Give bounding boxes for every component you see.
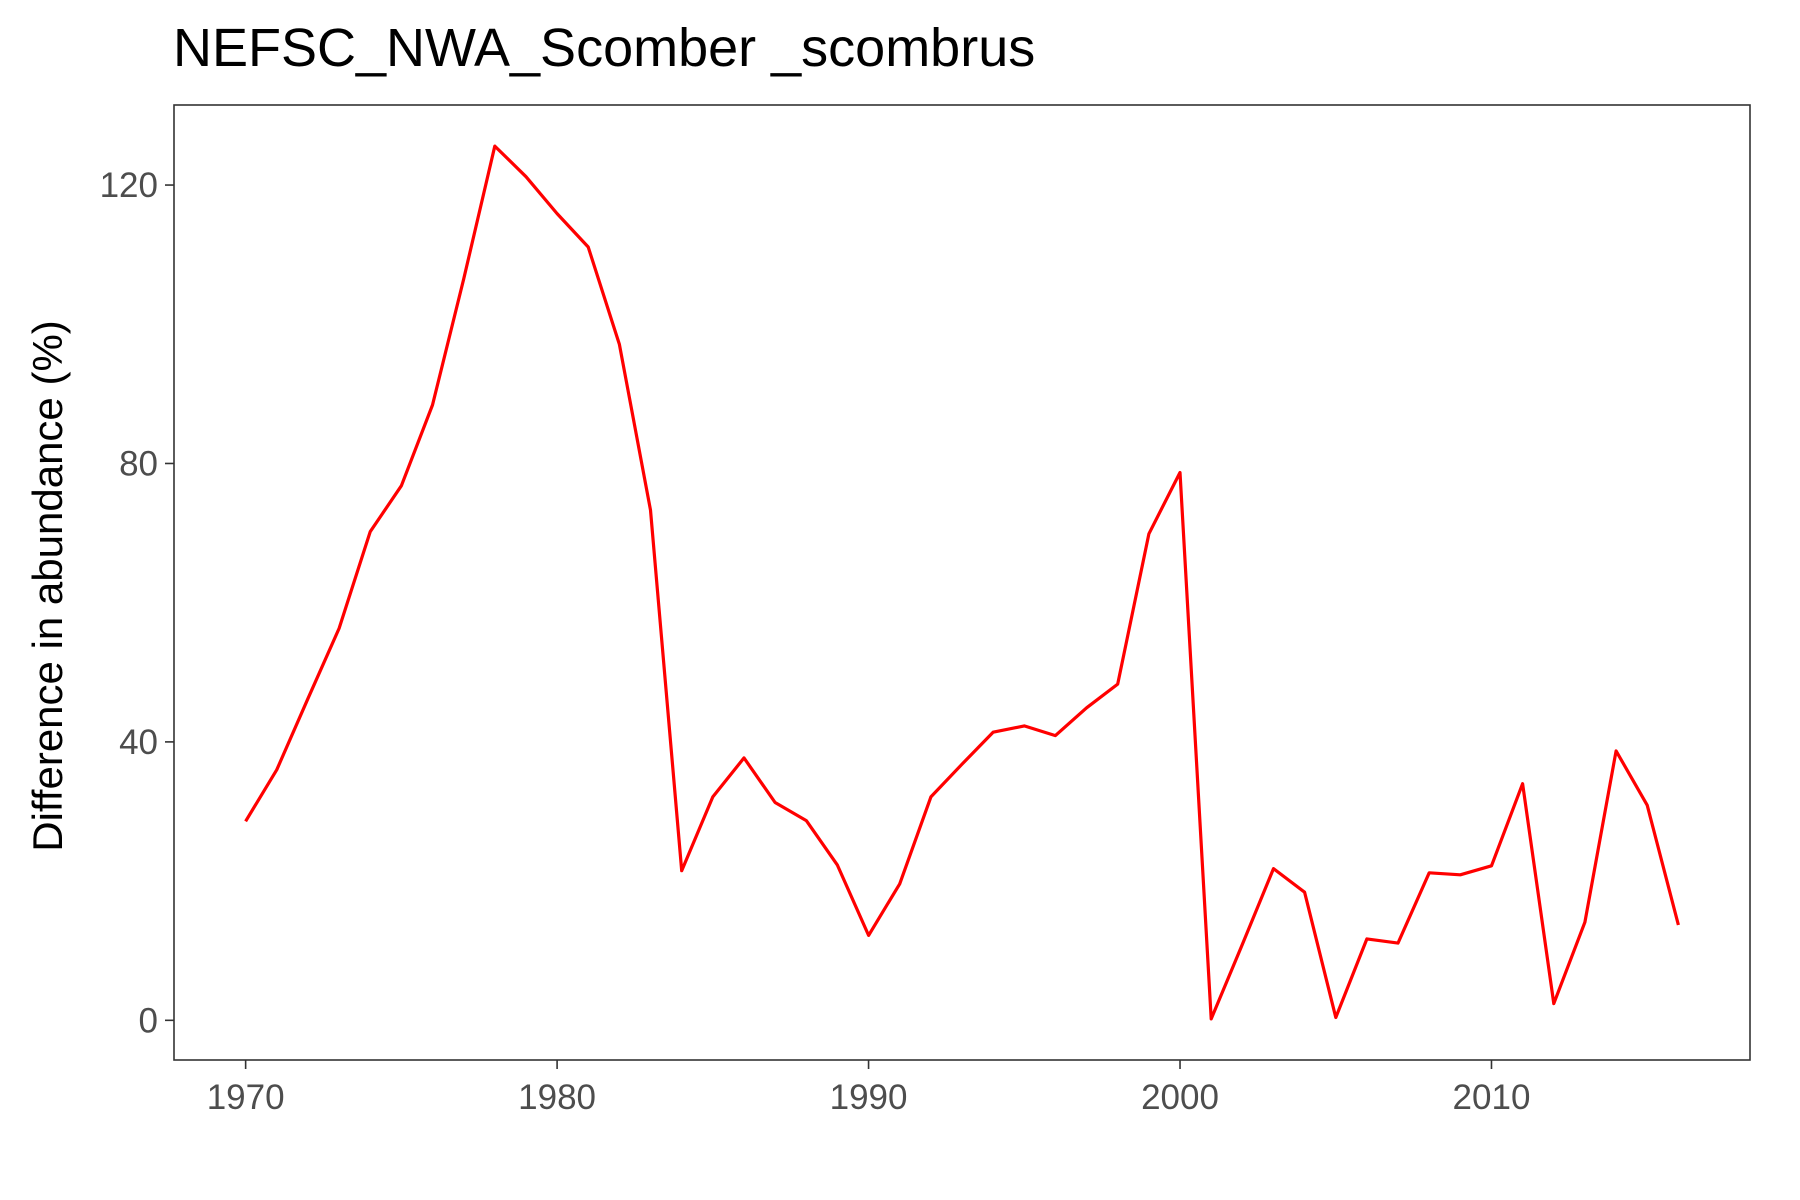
x-tick-label: 2010 [1453,1078,1531,1117]
x-tick-label: 2000 [1141,1078,1219,1117]
y-tick-label: 0 [139,1001,158,1040]
x-tick-label: 1980 [518,1078,596,1117]
series-layer [244,144,1680,1021]
x-tick-label: 1990 [830,1078,908,1117]
x-tick-label: 1970 [207,1078,285,1117]
y-tick-label: 40 [119,723,158,762]
y-axis: 0 40 80 120 [100,166,174,1040]
series-line [244,144,1680,1021]
y-tick-label: 120 [100,166,158,205]
plot-panel-border [173,104,1751,1061]
chart-title: NEFSC_NWA_Scomber _scombrus [173,18,1035,78]
x-axis: 1970 1980 1990 2000 2010 [207,1060,1531,1117]
y-axis-title: Difference in abundance (%) [24,320,71,852]
y-tick-label: 80 [119,444,158,483]
